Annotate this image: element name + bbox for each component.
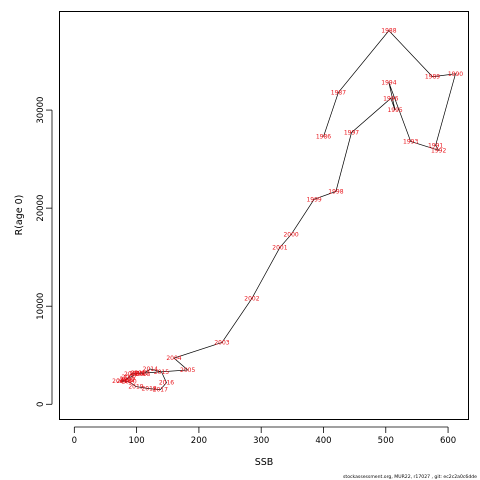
year-label: 1989 xyxy=(425,74,440,81)
x-tick-label: 200 xyxy=(191,436,207,446)
year-label: 2012 xyxy=(134,370,149,377)
year-label: 1997 xyxy=(344,130,359,137)
year-label: 2001 xyxy=(272,244,287,251)
year-label: 2018 xyxy=(141,386,156,393)
year-label: 2002 xyxy=(244,295,259,302)
year-label: 2007 xyxy=(121,374,136,381)
x-tick-label: 400 xyxy=(315,436,331,446)
series-line xyxy=(119,30,456,390)
year-label: 2016 xyxy=(159,380,174,387)
year-label: 1995 xyxy=(387,107,402,114)
year-label: 1988 xyxy=(381,28,396,35)
x-axis-title: SSB xyxy=(255,457,274,468)
year-label: 2005 xyxy=(180,367,195,374)
x-tick-label: 500 xyxy=(378,436,394,446)
year-label: 1999 xyxy=(306,196,321,203)
year-label: 2015 xyxy=(154,369,169,376)
year-label: 2009 xyxy=(120,376,135,383)
x-tick-label: 0 xyxy=(72,436,77,446)
year-label: 2006 xyxy=(124,371,139,378)
year-label: 2017 xyxy=(153,387,168,394)
plot-frame xyxy=(59,11,469,420)
year-label: 2020 xyxy=(121,379,136,386)
y-axis: 0 10000 20000 30000 xyxy=(36,97,53,407)
x-tick-label: 600 xyxy=(440,436,456,446)
year-label: 1987 xyxy=(331,89,346,96)
year-label: 1996 xyxy=(383,95,398,102)
year-label: 2010 xyxy=(131,370,146,377)
year-label: 1992 xyxy=(431,147,446,154)
y-axis-title: R(age 0) xyxy=(14,195,25,236)
year-label: 2003 xyxy=(214,340,229,347)
footer-credit: stockassessment.org, MUR22, r17027 , git… xyxy=(343,474,477,480)
year-label: 2022 xyxy=(120,377,135,384)
year-label: 2013 xyxy=(135,371,150,378)
year-label: 2014 xyxy=(143,366,158,373)
year-label: 1986 xyxy=(316,134,331,141)
x-tick-label: 100 xyxy=(128,436,144,446)
year-label: 2011 xyxy=(129,370,144,377)
x-axis: 0 100 200 300 400 500 600 xyxy=(72,426,456,446)
year-label: 1991 xyxy=(428,142,443,149)
x-tick-label: 300 xyxy=(253,436,269,446)
year-label: 1994 xyxy=(381,80,396,87)
year-label: 2019 xyxy=(128,384,143,391)
y-tick-label: 10000 xyxy=(36,293,46,320)
year-label: 1990 xyxy=(448,71,463,78)
year-label: 1998 xyxy=(328,189,343,196)
year-label: 2000 xyxy=(283,232,298,239)
year-label: 2008 xyxy=(117,378,132,385)
y-tick-label: 0 xyxy=(36,402,46,407)
y-tick-label: 20000 xyxy=(36,195,46,222)
y-tick-label: 30000 xyxy=(36,97,46,124)
year-label: 2021 xyxy=(112,378,127,385)
year-label: 2004 xyxy=(166,355,181,362)
year-label: 1993 xyxy=(403,139,418,146)
